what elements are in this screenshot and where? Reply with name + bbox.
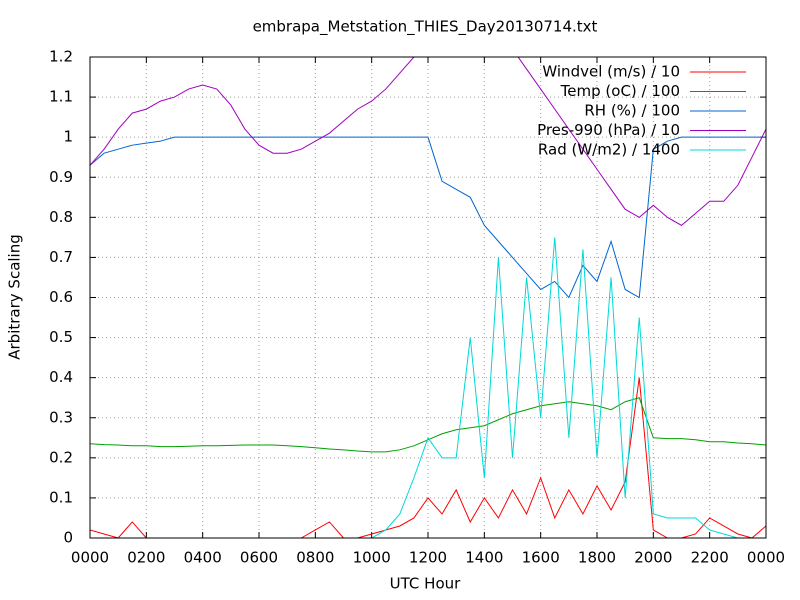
- y-tick-label: 0.1: [49, 488, 73, 506]
- plot-area: [90, 57, 766, 538]
- y-tick-label: 1: [63, 128, 73, 146]
- y-axis-label: Arbitrary Scaling: [6, 234, 24, 360]
- x-tick-label: 0000: [747, 549, 785, 567]
- plot-border: [89, 56, 767, 539]
- x-tick-label: 1000: [353, 549, 391, 567]
- chart-title: embrapa_Metstation_THIES_Day20130714.txt: [253, 18, 598, 37]
- x-tick-label: 1200: [409, 549, 447, 567]
- x-tick-label: 2000: [634, 549, 672, 567]
- series-line: [90, 136, 766, 299]
- y-tick-label: 0: [63, 529, 73, 547]
- y-tick-label: 0.8: [49, 208, 73, 226]
- x-tick-label: 1400: [465, 549, 503, 567]
- y-tick-label: 0.7: [49, 248, 73, 266]
- y-tick-label: 0.3: [49, 408, 73, 426]
- legend-label: Temp (oC) / 100: [560, 82, 680, 100]
- y-tick-label: 0.4: [49, 368, 73, 386]
- y-tick-label: 0.9: [49, 168, 73, 186]
- x-tick-label: 0800: [296, 549, 334, 567]
- y-tick-label: 1.2: [49, 48, 73, 66]
- y-tick-label: 0.2: [49, 448, 73, 466]
- legend-label: Pres-990 (hPa) / 10: [537, 121, 680, 139]
- y-tick-label: 1.1: [49, 88, 73, 106]
- x-tick-label: 0200: [127, 549, 165, 567]
- series-line: [90, 397, 766, 453]
- y-tick-label: 0.6: [49, 288, 73, 306]
- legend-label: RH (%) / 100: [584, 102, 680, 120]
- x-tick-label: 0400: [184, 549, 222, 567]
- legend-label: Windvel (m/s) / 10: [542, 63, 680, 81]
- series-line: [90, 57, 766, 226]
- x-tick-label: 2200: [691, 549, 729, 567]
- x-axis-label: UTC Hour: [390, 575, 461, 593]
- x-tick-label: 0000: [71, 549, 109, 567]
- legend-label: Rad (W/m2) / 1400: [538, 141, 680, 159]
- series-line: [90, 377, 766, 538]
- x-tick-label: 1800: [578, 549, 616, 567]
- series-line: [90, 237, 766, 538]
- x-tick-label: 0600: [240, 549, 278, 567]
- y-tick-label: 0.5: [49, 328, 73, 346]
- x-tick-label: 1600: [522, 549, 560, 567]
